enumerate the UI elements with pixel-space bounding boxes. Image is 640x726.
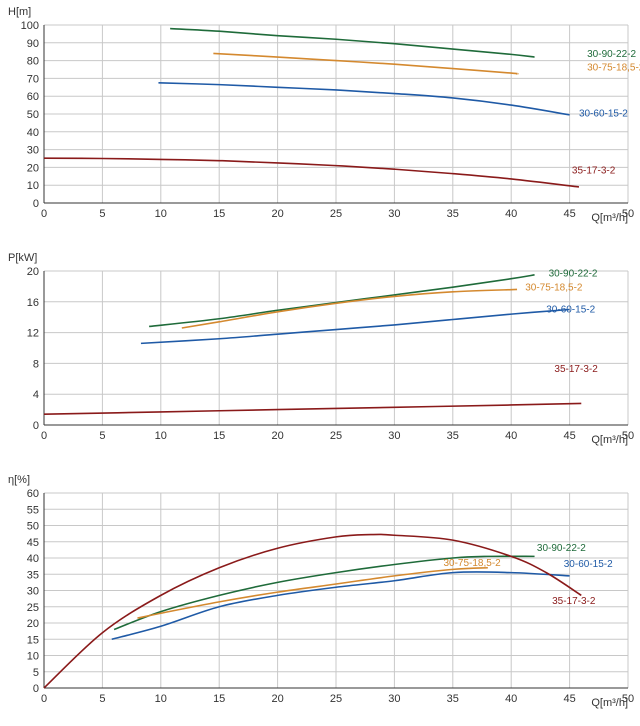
x-tick-label: 25: [330, 430, 342, 442]
x-tick-label: 15: [213, 693, 225, 705]
y-tick-label: 50: [27, 521, 39, 533]
x-tick-label: 40: [505, 430, 517, 442]
y-tick-label: 5: [33, 667, 39, 679]
y-tick-label: 25: [27, 602, 39, 614]
y-tick-label: 0: [33, 198, 39, 210]
x-tick-label: 0: [41, 693, 47, 705]
y-tick-label: 0: [33, 683, 39, 695]
x-tick-label: 20: [271, 693, 283, 705]
series-label: 35-17-3-2: [552, 596, 596, 607]
x-axis-label: Q[m³/h]: [591, 434, 628, 446]
y-tick-label: 45: [27, 537, 39, 549]
y-tick-label: 30: [27, 586, 39, 598]
x-tick-label: 5: [99, 208, 105, 220]
x-tick-label: 10: [155, 430, 167, 442]
y-tick-label: 80: [27, 56, 39, 68]
y-tick-label: 40: [27, 553, 39, 565]
x-tick-label: 50: [622, 430, 634, 442]
x-tick-label: 45: [563, 693, 575, 705]
y-tick-label: 10: [27, 651, 39, 663]
x-tick-label: 5: [99, 693, 105, 705]
series-label: 30-90-22-2: [537, 543, 586, 554]
x-tick-label: 30: [388, 208, 400, 220]
y-tick-label: 8: [33, 358, 39, 370]
series-label: 30-90-22-2: [549, 268, 598, 279]
series-line-30-90-22-2: [149, 274, 535, 328]
x-tick-label: 10: [155, 693, 167, 705]
series-label: 35-17-3-2: [554, 364, 598, 375]
y-tick-label: 70: [27, 73, 39, 85]
y-tick-label: 20: [27, 162, 39, 174]
y-tick-label: 20: [27, 266, 39, 278]
series-line-30-60-15-2: [140, 308, 570, 345]
chart-panel-1: 0 5 10 15 20 25 30 35 40 45 50 0 10 20 30 40 50 60 70 80 90 1…: [8, 6, 640, 224]
y-tick-label: 35: [27, 569, 39, 581]
y-tick-label: 15: [27, 634, 39, 646]
series-label: 30-60-15-2: [579, 109, 628, 120]
y-tick-label: 10: [27, 180, 39, 192]
y-tick-label: 4: [33, 389, 39, 401]
x-tick-label: 40: [505, 208, 517, 220]
x-tick-label: 35: [447, 208, 459, 220]
y-tick-label: 40: [27, 127, 39, 139]
y-tick-label: 60: [27, 488, 39, 500]
x-tick-label: 50: [622, 693, 634, 705]
series-label: 35-17-3-2: [572, 166, 616, 177]
y-tick-label: 100: [21, 20, 39, 32]
series-label: 30-90-22-2: [587, 49, 636, 60]
y-tick-label: 16: [27, 297, 39, 309]
y-tick-label: 60: [27, 91, 39, 103]
x-tick-label: 35: [447, 693, 459, 705]
y-tick-label: 50: [27, 109, 39, 121]
series-line-30-90-22-2: [170, 27, 535, 58]
x-tick-label: 0: [41, 430, 47, 442]
series-label: 30-60-15-2: [546, 305, 595, 316]
series-line-30-60-15-2: [111, 571, 570, 641]
chart-panel-3: 0 5 10 15 20 25 30 35 40 45 50 0 5 10 15 20 25 30 35 40 45 50…: [8, 474, 634, 709]
y-tick-label: 20: [27, 618, 39, 630]
series-line-30-75-18,5-2: [213, 52, 519, 75]
series-line-30-60-15-2: [158, 82, 570, 116]
x-tick-label: 0: [41, 208, 47, 220]
x-tick-label: 25: [330, 208, 342, 220]
series-label: 30-75-18,5-2: [587, 62, 640, 73]
x-tick-label: 35: [447, 430, 459, 442]
x-axis-label: Q[m³/h]: [591, 697, 628, 709]
y-axis-label: η[%]: [8, 474, 30, 486]
x-tick-label: 30: [388, 693, 400, 705]
y-axis-label: P[kW]: [8, 252, 37, 264]
series-line-35-17-3-2: [43, 402, 582, 416]
series-line-30-75-18,5-2: [137, 566, 488, 619]
y-tick-label: 90: [27, 38, 39, 50]
y-tick-label: 12: [27, 328, 39, 340]
x-tick-label: 50: [622, 208, 634, 220]
series-label: 30-75-18,5-2: [443, 558, 501, 569]
series-line-30-75-18,5-2: [181, 288, 518, 329]
x-tick-label: 45: [563, 430, 575, 442]
x-tick-label: 10: [155, 208, 167, 220]
x-tick-label: 45: [563, 208, 575, 220]
series-line-30-90-22-2: [113, 555, 535, 631]
y-tick-label: 55: [27, 504, 39, 516]
x-tick-label: 15: [213, 430, 225, 442]
x-tick-label: 40: [505, 693, 517, 705]
x-tick-label: 20: [271, 430, 283, 442]
series-label: 30-60-15-2: [564, 559, 613, 570]
series-label: 30-75-18,5-2: [525, 282, 583, 293]
series-line-35-17-3-2: [43, 157, 580, 188]
x-tick-label: 15: [213, 208, 225, 220]
y-tick-label: 30: [27, 145, 39, 157]
x-tick-label: 20: [271, 208, 283, 220]
y-axis-label: H[m]: [8, 6, 31, 18]
x-tick-label: 30: [388, 430, 400, 442]
series-line-35-17-3-2: [43, 533, 582, 689]
x-tick-label: 5: [99, 430, 105, 442]
x-axis-label: Q[m³/h]: [591, 212, 628, 224]
x-tick-label: 25: [330, 693, 342, 705]
chart-panel-2: 0 5 10 15 20 25 30 35 40 45 50 0 4 8 12 16 20 P[kW] Q[m³/h…: [8, 252, 634, 446]
y-tick-label: 0: [33, 420, 39, 432]
